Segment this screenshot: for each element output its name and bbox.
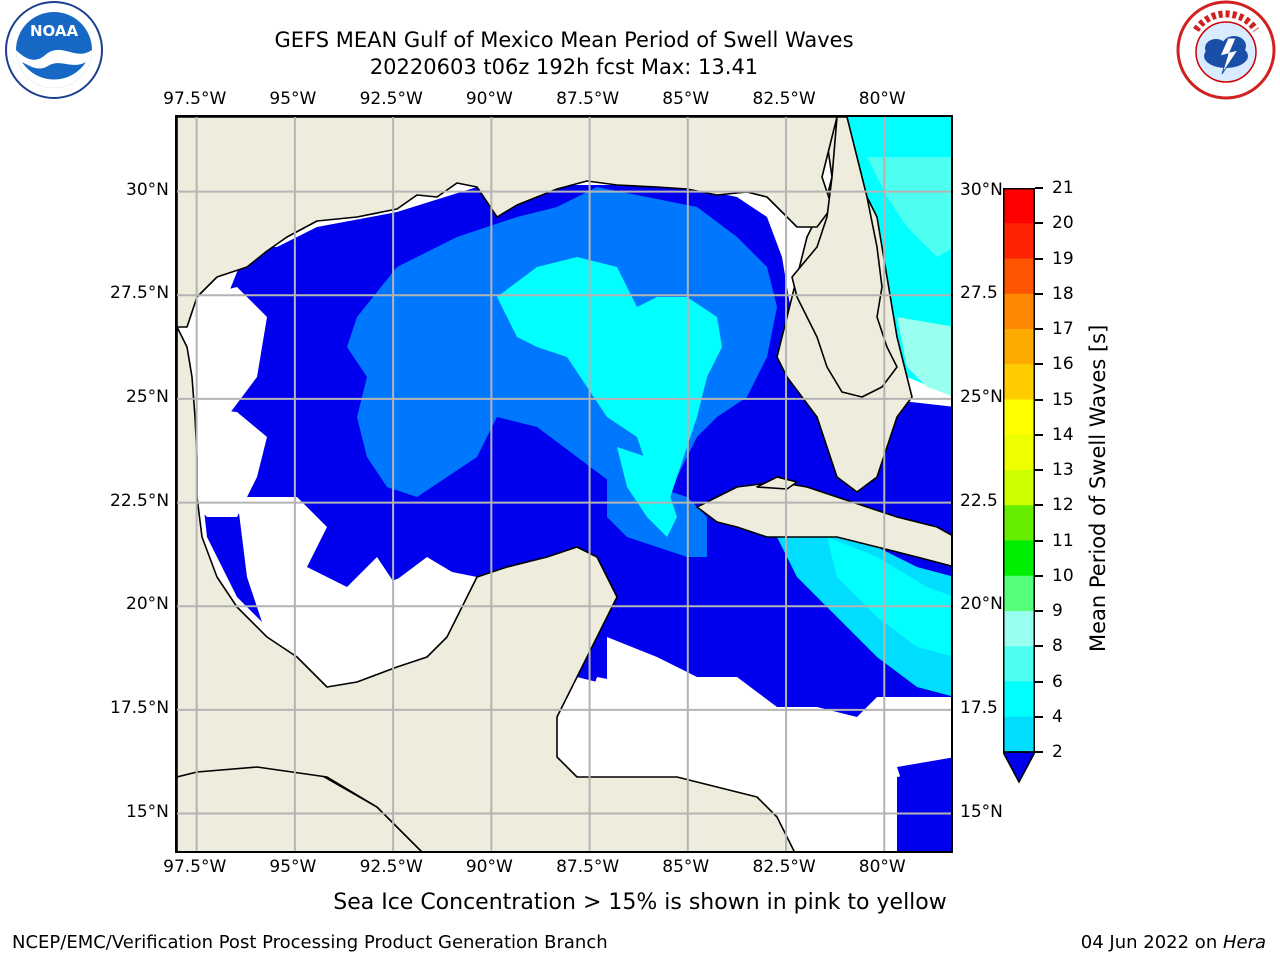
colorbar-tick xyxy=(1035,433,1043,436)
colorbar-tick-label: 21 xyxy=(1052,178,1074,198)
colorbar-tick-label: 14 xyxy=(1052,424,1074,445)
colorbar-tick xyxy=(1035,680,1043,683)
colorbar-tick-label: 6 xyxy=(1052,671,1063,692)
map-title: GEFS MEAN Gulf of Mexico Mean Period of … xyxy=(274,28,854,52)
colorbar-under-arrow xyxy=(1001,751,1037,784)
colorbar-level xyxy=(1003,329,1035,365)
longitude-label: 87.5°W xyxy=(556,857,620,877)
colorbar-level xyxy=(1003,470,1035,506)
longitude-label: 90°W xyxy=(465,857,513,877)
latitude-label: 25°N xyxy=(126,386,169,407)
noaa-logo-text: NOAA xyxy=(30,22,79,40)
coastline xyxy=(177,117,951,851)
colorbar-level xyxy=(1003,611,1035,647)
colorbar-tick xyxy=(1035,363,1043,366)
latitude-label: 20°N xyxy=(126,594,169,615)
colorbar-tick-label: 19 xyxy=(1052,248,1074,269)
colorbar-tick xyxy=(1035,610,1043,612)
longitude-label: 80°W xyxy=(858,89,906,109)
map-subtitle: 20220603 t06z 192h fcst Max: 13.41 xyxy=(369,55,759,79)
colorbar-tick xyxy=(1035,398,1043,401)
colorbar-tick xyxy=(1035,504,1043,507)
colorbar-tick-label: 10 xyxy=(1052,565,1074,586)
colorbar-level xyxy=(1003,364,1035,400)
colorbar-tick-label: 8 xyxy=(1052,636,1063,657)
latitude-label: 22.5°N xyxy=(110,490,170,511)
colorbar-tick-label: 16 xyxy=(1052,354,1074,375)
credit-left: NCEP/EMC/Verification Post Processing Pr… xyxy=(12,932,608,953)
colorbar-level xyxy=(1003,540,1035,577)
latitude-label: 27.5°N xyxy=(110,283,170,304)
credit-right: 04 Jun 2022 on Hera xyxy=(1081,932,1266,953)
longitude-label: 97.5°W xyxy=(163,89,227,109)
colorbar-tick xyxy=(1035,469,1043,471)
longitude-label: 90°W xyxy=(465,89,513,109)
longitude-label: 82.5°W xyxy=(752,857,816,877)
latitude-label: 15°N xyxy=(960,801,1003,822)
latitude-label: 20°N xyxy=(960,594,1003,615)
colorbar-level xyxy=(1003,681,1035,718)
colorbar-tick-label: 20 xyxy=(1052,213,1074,234)
colorbar-level xyxy=(1003,223,1035,259)
colorbar-tick xyxy=(1035,751,1043,753)
colorbar-tick-label: 4 xyxy=(1052,706,1063,727)
longitude-label: 92.5°W xyxy=(359,89,423,109)
colorbar-tick xyxy=(1035,715,1043,718)
colorbar-level xyxy=(1003,434,1035,471)
colorbar-tick xyxy=(1035,187,1043,189)
colorbar-tick xyxy=(1035,222,1043,225)
longitude-label: 85°W xyxy=(662,89,710,109)
map-canvas xyxy=(177,117,951,851)
longitude-label: 95°W xyxy=(269,89,317,109)
colorbar-scale xyxy=(1001,188,1037,784)
map-panel xyxy=(175,115,953,853)
colorbar-level xyxy=(1003,258,1035,295)
colorbar-tick xyxy=(1035,645,1043,648)
colorbar-level xyxy=(1003,716,1035,753)
colorbar-tick xyxy=(1035,328,1043,330)
latitude-label: 30°N xyxy=(960,179,1003,200)
colorbar-title: Mean Period of Swell Waves [s] xyxy=(1086,324,1110,652)
colorbar-level xyxy=(1003,188,1035,224)
colorbar-tick-label: 9 xyxy=(1052,601,1063,621)
colorbar-tick-label: 15 xyxy=(1052,389,1074,410)
sea-ice-note: Sea Ice Concentration > 15% is shown in … xyxy=(333,890,947,915)
colorbar-level xyxy=(1003,505,1035,541)
longitude-label: 92.5°W xyxy=(359,857,423,877)
latitude-label: 25°N xyxy=(960,386,1003,407)
noaa-logo: NOAA xyxy=(4,0,104,100)
colorbar-level xyxy=(1003,575,1035,612)
credit-host: Hera xyxy=(1222,932,1266,953)
colorbar-tick-label: 12 xyxy=(1052,495,1074,516)
latitude-label: 15°N xyxy=(126,801,169,822)
longitude-label: 82.5°W xyxy=(752,89,816,109)
latitude-label: 27.5 xyxy=(960,283,998,304)
longitude-label: 87.5°W xyxy=(556,89,620,109)
colorbar-level xyxy=(1003,646,1035,682)
longitude-label: 80°W xyxy=(858,857,906,877)
longitude-label: 85°W xyxy=(662,857,710,877)
graticule xyxy=(177,117,951,851)
colorbar-tick-label: 17 xyxy=(1052,319,1074,339)
colorbar-tick xyxy=(1035,539,1043,542)
colorbar-level xyxy=(1003,399,1035,436)
colorbar-tick-label: 11 xyxy=(1052,530,1074,551)
colorbar-tick xyxy=(1035,257,1043,260)
colorbar-tick xyxy=(1035,292,1043,295)
latitude-label: 30°N xyxy=(126,179,169,200)
latitude-label: 17.5°N xyxy=(110,697,170,718)
colorbar-tick-label: 2 xyxy=(1052,742,1063,762)
longitude-label: 95°W xyxy=(269,857,317,877)
colorbar-tick-label: 13 xyxy=(1052,460,1074,480)
colorbar-tick-label: 18 xyxy=(1052,283,1074,304)
colorbar xyxy=(1001,188,1037,788)
credit-date: 04 Jun 2022 on xyxy=(1080,932,1223,953)
latitude-label: 17.5 xyxy=(960,697,998,718)
national-weather-service-logo xyxy=(1176,0,1276,100)
colorbar-tick xyxy=(1035,574,1043,577)
colorbar-level xyxy=(1003,293,1035,330)
longitude-label: 97.5°W xyxy=(163,857,227,877)
latitude-label: 22.5 xyxy=(960,490,998,511)
